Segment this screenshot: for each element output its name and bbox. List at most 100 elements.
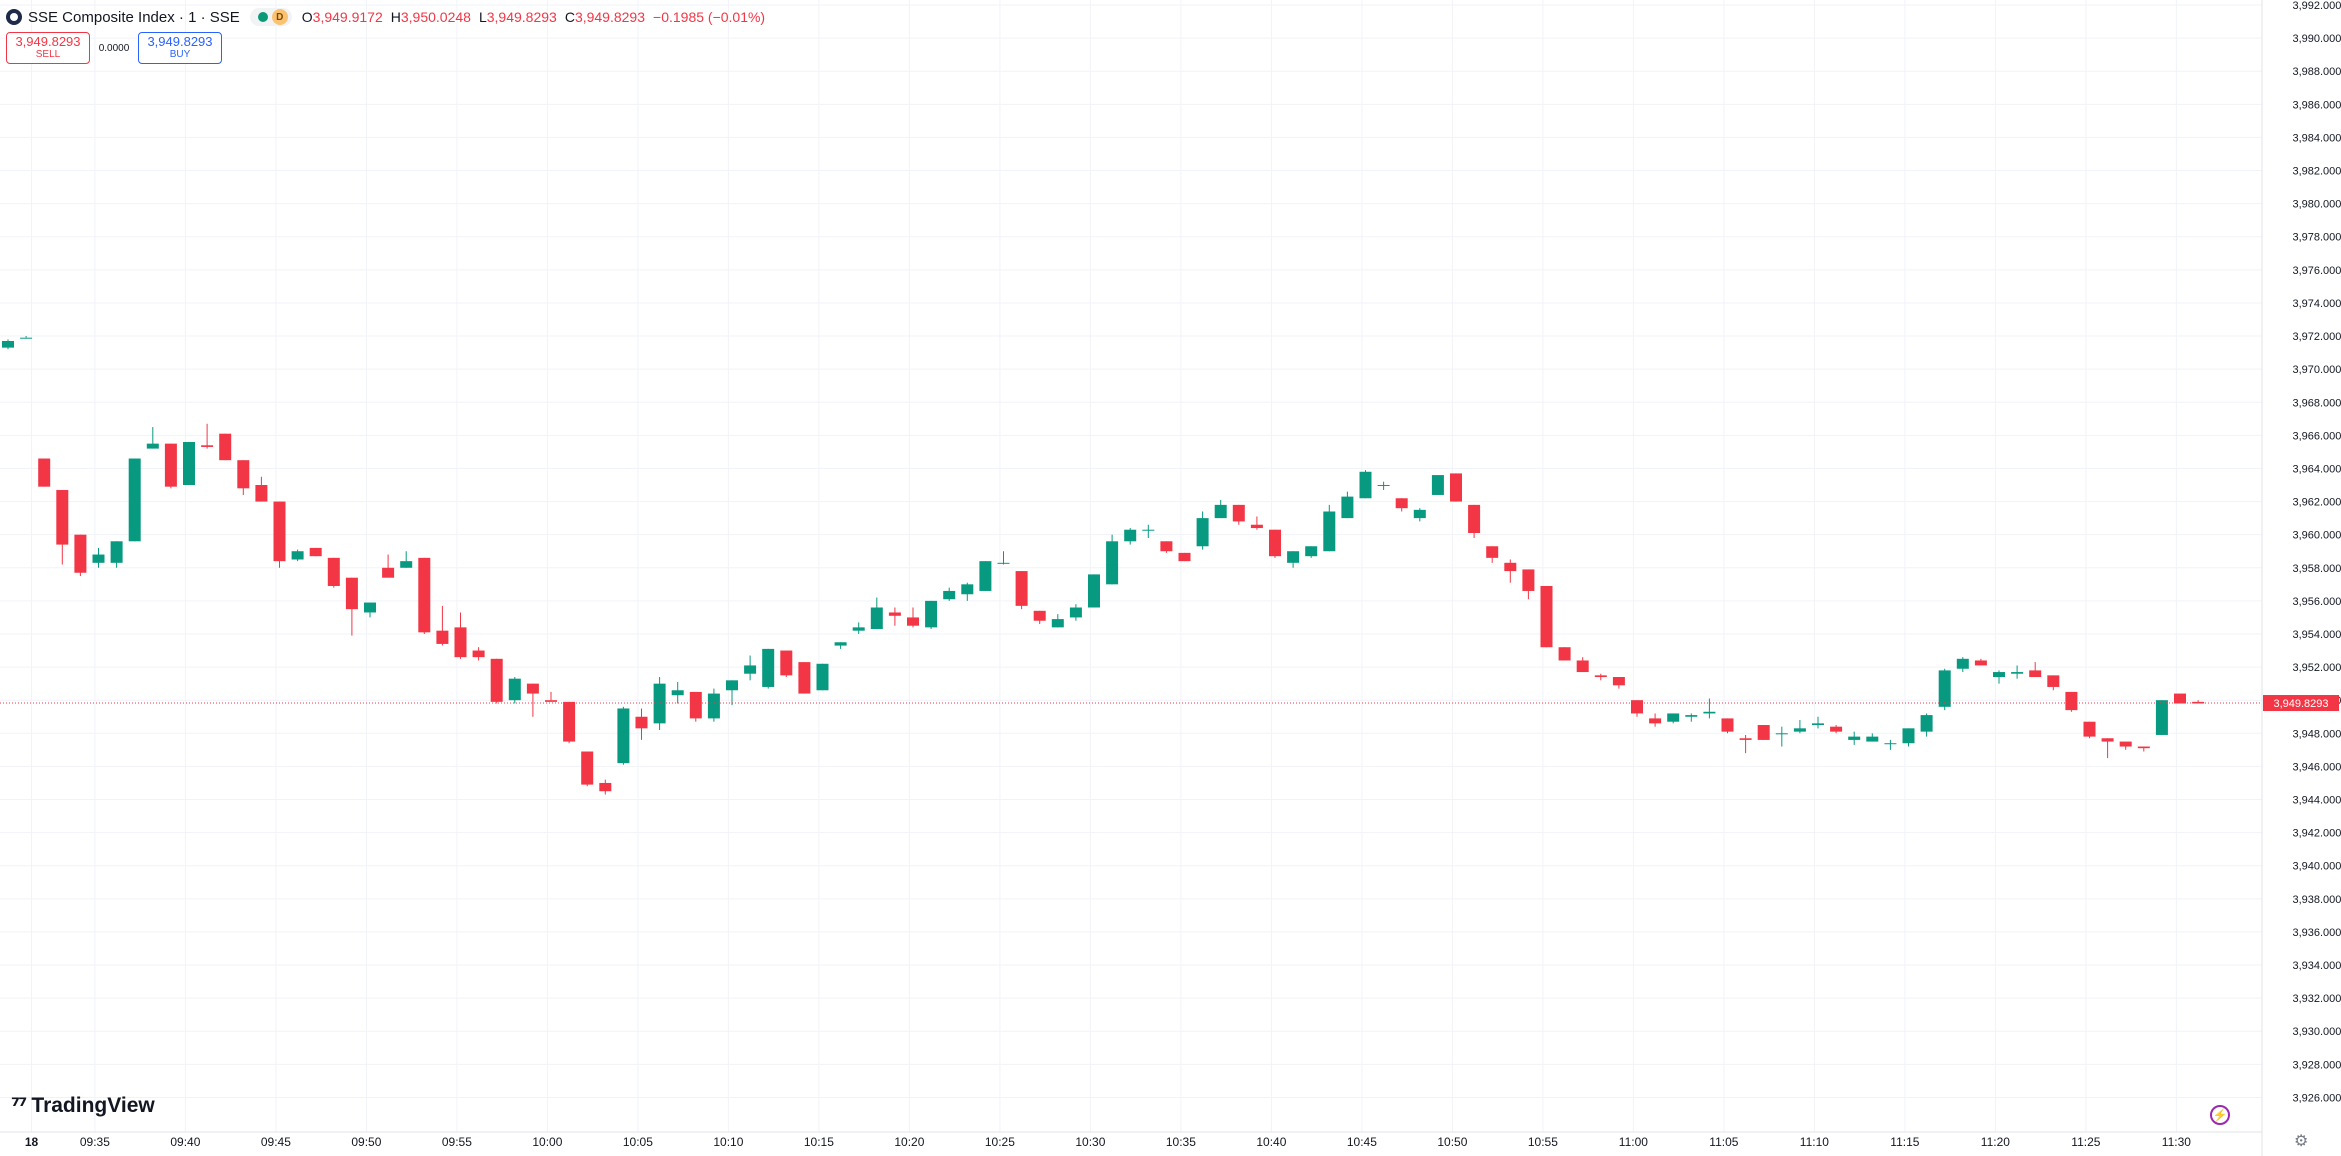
time-tick-label: 10:40: [1256, 1135, 1286, 1149]
candle-body: [345, 577, 358, 610]
candle: [1540, 585, 1553, 648]
candle: [1051, 614, 1064, 628]
ohlc-close: C3,949.8293: [565, 9, 645, 25]
price-tick-label: 3,990.0000: [2292, 33, 2341, 45]
candle-body: [1721, 718, 1734, 732]
candle: [1721, 718, 1734, 734]
candle-body: [454, 627, 467, 658]
ohlc-change: −0.1985 (−0.01%): [653, 9, 766, 25]
candle: [1504, 559, 1517, 583]
ohlc-open-key: O: [301, 9, 313, 25]
symbol-title[interactable]: SSE Composite Index · 1 · SSE: [28, 8, 240, 26]
price-tick-label: 3,932.0000: [2292, 993, 2341, 1005]
tradingview-logo-icon: ⁷⁷: [11, 1094, 27, 1118]
tradingview-logo-text: TradingView: [31, 1094, 155, 1117]
candle: [870, 597, 883, 630]
candle: [943, 587, 956, 601]
candle-body: [2155, 700, 2168, 735]
candle: [128, 458, 141, 542]
candle-body: [671, 690, 684, 696]
buy-button[interactable]: 3,949.8293 BUY: [138, 32, 222, 64]
price-tick-label: 3,956.0000: [2292, 596, 2341, 608]
candle-body: [979, 561, 992, 591]
time-tick-label: 10:00: [532, 1135, 562, 1149]
candle: [1993, 670, 2005, 684]
candle: [1015, 571, 1028, 610]
candle: [780, 650, 793, 678]
candle-body: [1504, 562, 1517, 572]
time-tick-label: 10:20: [894, 1135, 924, 1149]
candle: [762, 648, 775, 689]
candle: [707, 688, 720, 722]
bolt-icon[interactable]: ⚡: [2210, 1105, 2230, 1125]
ohlc-open-value: 3,949.9172: [312, 9, 383, 25]
status-pill[interactable]: D: [249, 8, 292, 26]
buy-label: BUY: [169, 49, 191, 60]
candle-body: [1051, 619, 1064, 628]
price-tick-label: 3,944.0000: [2292, 795, 2341, 807]
candle-body: [2192, 701, 2205, 704]
time-tick-label: 10:35: [1166, 1135, 1196, 1149]
market-open-icon: [257, 12, 268, 22]
spread-value: 0.0000: [98, 42, 130, 54]
candle: [1974, 658, 1987, 666]
price-tick-label: 3,960.0000: [2292, 530, 2341, 542]
candle-body: [1069, 607, 1082, 618]
gear-icon[interactable]: ⚙: [2294, 1133, 2309, 1150]
candle-body: [436, 630, 449, 644]
time-tick-label: 10:50: [1437, 1135, 1467, 1149]
candle-body: [1902, 728, 1915, 744]
price-tick-label: 3,958.0000: [2292, 563, 2341, 575]
candle-body: [689, 691, 702, 719]
candle-body: [834, 642, 847, 646]
ohlc-low: L3,949.8293: [479, 9, 557, 25]
symbol-logo-icon[interactable]: [6, 9, 22, 25]
time-tick-label: 09:35: [80, 1135, 110, 1149]
candle-body: [1594, 675, 1607, 678]
candle-body: [472, 650, 485, 658]
candle-body: [1088, 574, 1100, 608]
tradingview-logo[interactable]: ⁷⁷ TradingView: [11, 1094, 155, 1118]
ohlc-low-key: L: [478, 9, 487, 25]
sell-button[interactable]: 3,949.8293 SELL: [6, 32, 90, 64]
candle: [74, 534, 87, 577]
candle: [1106, 534, 1119, 585]
time-tick-label: 10:55: [1528, 1135, 1558, 1149]
candle-body: [110, 541, 123, 563]
candle-body: [545, 700, 557, 702]
candle: [2174, 693, 2186, 704]
candle-body: [1033, 610, 1046, 621]
candle-body: [201, 445, 214, 447]
price-tick-label: 3,982.0000: [2292, 166, 2341, 178]
sell-price: 3,949.8293: [15, 34, 81, 49]
candle-body: [1775, 733, 1788, 735]
candle-body: [1522, 569, 1535, 591]
buy-price: 3,949.8293: [147, 34, 213, 49]
candle: [1377, 481, 1390, 490]
candle: [345, 577, 358, 636]
candle-body: [490, 658, 503, 702]
price-tick-label: 3,986.0000: [2292, 99, 2341, 111]
candle: [472, 647, 485, 661]
candle: [38, 458, 51, 487]
candle: [364, 602, 376, 618]
candle-body: [1142, 529, 1155, 531]
candle-body: [1431, 475, 1444, 495]
time-tick-label: 11:30: [2162, 1135, 2191, 1149]
price-tick-label: 3,928.0000: [2292, 1059, 2341, 1071]
candle-body: [1160, 541, 1173, 552]
candle-body: [1793, 728, 1806, 732]
candle: [1196, 511, 1209, 550]
candle-body: [617, 708, 630, 764]
candle: [2011, 665, 2024, 679]
ohlc-high-value: 3,950.0248: [400, 9, 471, 25]
candle: [1269, 529, 1281, 558]
candle: [1142, 524, 1155, 538]
candle-body: [1450, 473, 1462, 502]
candle-body: [309, 547, 322, 557]
candle: [1793, 720, 1806, 734]
candle: [1431, 475, 1444, 495]
price-tick-label: 3,934.0000: [2292, 960, 2341, 972]
ohlc-high: H3,950.0248: [391, 9, 471, 25]
